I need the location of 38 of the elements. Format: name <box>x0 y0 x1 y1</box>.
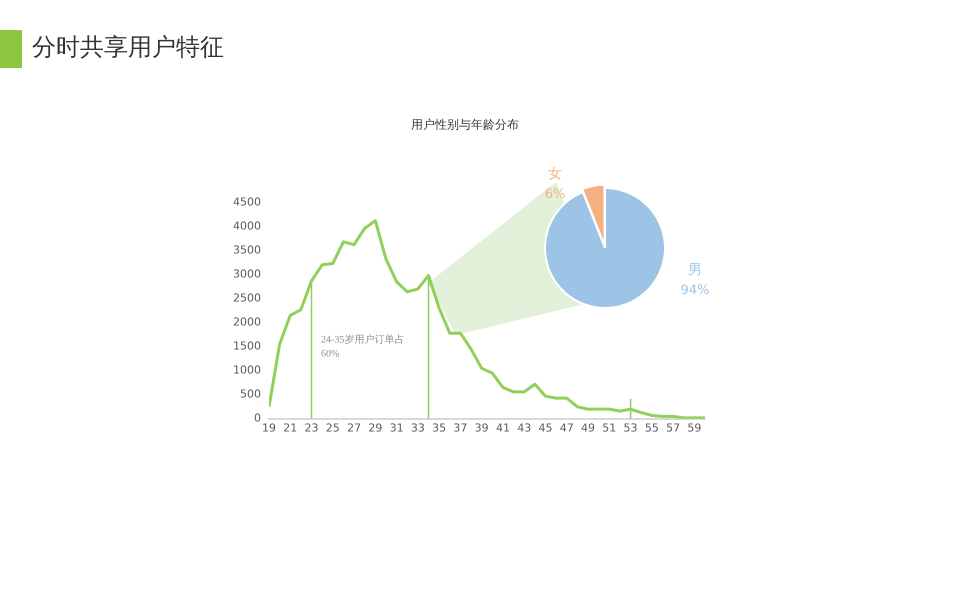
annotation: 24-35岁用户订单占60% <box>320 333 404 360</box>
x-tick-label: 49 <box>581 421 596 434</box>
y-tick-label: 3000 <box>232 267 261 280</box>
x-tick-label: 25 <box>326 421 340 434</box>
data-label: 6% <box>544 187 566 202</box>
y-tick-label: 0 <box>254 412 261 425</box>
x-tick-label: 27 <box>347 421 362 434</box>
y-tick-label: 3500 <box>232 243 261 256</box>
x-tick-label: 59 <box>687 421 702 434</box>
x-tick-label: 29 <box>368 421 382 434</box>
x-tick-label: 31 <box>390 421 404 434</box>
y-tick-label: 1000 <box>232 364 261 377</box>
x-tick-label: 41 <box>496 421 510 434</box>
x-tick-label: 33 <box>410 421 425 434</box>
x-tick-label: 39 <box>474 421 489 434</box>
chart-title: 分时共享用户特征 <box>32 32 224 63</box>
y-tick-label: 4500 <box>232 195 261 208</box>
x-tick-label: 21 <box>283 421 298 434</box>
y-tick-label: 4000 <box>232 219 261 232</box>
x-tick-label: 43 <box>517 421 532 434</box>
x-tick-label: 23 <box>304 421 319 434</box>
x-tick-label: 51 <box>602 421 616 434</box>
x-tick-label: 45 <box>538 421 552 434</box>
x-tick-label: 55 <box>644 421 659 434</box>
slice-label: 男 <box>688 263 702 278</box>
x-tick-label: 35 <box>432 421 446 434</box>
x-tick-label: 53 <box>624 421 638 434</box>
x-tick-label: 37 <box>453 421 468 434</box>
chart-subtitle: 用户性别与年龄分布 <box>411 117 519 132</box>
x-tick-label: 47 <box>560 421 574 434</box>
y-tick-label: 2500 <box>232 291 261 304</box>
data-label: 94% <box>680 283 710 298</box>
y-tick-label: 1500 <box>232 340 261 353</box>
x-tick-label: 19 <box>262 421 276 434</box>
x-tick-label: 57 <box>666 421 680 434</box>
slice-label: 女 <box>548 166 562 182</box>
y-tick-label: 2000 <box>232 315 261 328</box>
y-tick-label: 500 <box>240 388 261 401</box>
